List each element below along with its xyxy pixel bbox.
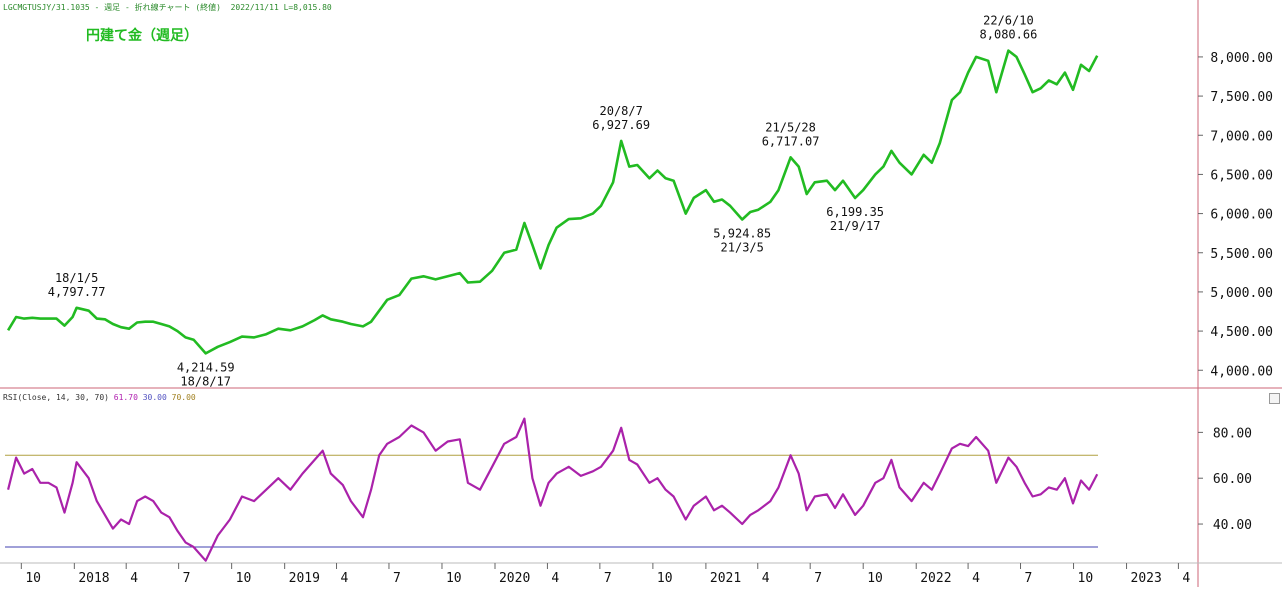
x-tick-label: 10 bbox=[236, 571, 252, 586]
rsi-params: RSI(Close, 14, 30, 70) bbox=[3, 393, 109, 402]
x-tick-label: 10 bbox=[1078, 571, 1094, 586]
rsi-upper-value: 70.00 bbox=[171, 393, 196, 402]
price-annotation-label: 4,797.77 bbox=[48, 285, 106, 299]
x-tick-label: 10 bbox=[867, 571, 883, 586]
price-y-tick-label: 7,500.00 bbox=[1210, 90, 1273, 105]
x-tick-label: 2018 bbox=[78, 571, 109, 586]
x-tick-label: 7 bbox=[604, 571, 612, 586]
rsi-lower-value: 30.00 bbox=[142, 393, 167, 402]
price-annotation-label: 6,199.35 bbox=[826, 205, 884, 219]
rsi-y-tick-label: 60.00 bbox=[1213, 472, 1252, 487]
price-y-tick-label: 4,500.00 bbox=[1210, 325, 1273, 340]
x-tick-label: 10 bbox=[446, 571, 462, 586]
x-tick-label: 2020 bbox=[499, 571, 530, 586]
rsi-y-tick-label: 80.00 bbox=[1213, 426, 1252, 441]
x-axis: 10 2018 4 7 10 2019 4 7 10 2020 4 7 10 2021 4 7 10 2022 4 7… bbox=[20, 563, 1190, 586]
price-y-tick-label: 4,000.00 bbox=[1210, 364, 1273, 379]
price-y-tick-label: 5,500.00 bbox=[1210, 247, 1273, 262]
x-tick-label: 4 bbox=[762, 571, 770, 586]
x-tick-label: 2022 bbox=[920, 571, 951, 586]
x-tick-label: 2021 bbox=[710, 571, 741, 586]
x-tick-label: 7 bbox=[814, 571, 822, 586]
price-annotation-label: 20/8/7 bbox=[600, 104, 643, 118]
price-annotation-label: 5,924.85 bbox=[713, 226, 771, 240]
price-y-tick-label: 6,000.00 bbox=[1210, 208, 1273, 223]
x-tick-label: 4 bbox=[551, 571, 559, 586]
price-y-tick-label: 5,000.00 bbox=[1210, 286, 1273, 301]
x-tick-label: 7 bbox=[1025, 571, 1033, 586]
panel-resize-handle[interactable] bbox=[1269, 393, 1280, 404]
price-y-tick-label: 8,000.00 bbox=[1210, 51, 1273, 66]
price-annotation-label: 6,927.69 bbox=[592, 118, 650, 132]
x-tick-label: 4 bbox=[972, 571, 980, 586]
price-annotation-label: 21/9/17 bbox=[830, 219, 881, 233]
rsi-series-line bbox=[7, 417, 1099, 562]
x-tick-label: 7 bbox=[393, 571, 401, 586]
price-y-tick-label: 6,500.00 bbox=[1210, 168, 1273, 183]
price-annotation-label: 4,214.59 bbox=[177, 360, 235, 374]
price-series-line bbox=[6, 49, 1099, 355]
chart-title: 円建て金（週足） bbox=[86, 28, 198, 44]
rsi-panel: 40.00 60.00 80.00 bbox=[5, 417, 1252, 562]
price-annotation-label: 18/1/5 bbox=[55, 271, 98, 285]
x-tick-label: 4 bbox=[341, 571, 349, 586]
x-tick-label: 10 bbox=[657, 571, 673, 586]
price-annotation-label: 22/6/10 bbox=[983, 14, 1034, 28]
price-panel: 4,000.00 4,500.00 5,000.00 5,500.00 6,000.00… bbox=[6, 14, 1273, 388]
price-annotation-label: 8,080.66 bbox=[980, 28, 1038, 42]
rsi-y-tick-label: 40.00 bbox=[1213, 518, 1252, 533]
price-annotation-label: 18/8/17 bbox=[180, 374, 231, 388]
price-annotation-label: 6,717.07 bbox=[762, 134, 820, 148]
price-y-tick-label: 7,000.00 bbox=[1210, 129, 1273, 144]
x-tick-label: 4 bbox=[1182, 571, 1190, 586]
price-annotation-label: 21/3/5 bbox=[721, 240, 764, 254]
x-tick-label: 2019 bbox=[289, 571, 320, 586]
rsi-header: RSI(Close, 14, 30, 70) 61.70 30.00 70.00 bbox=[3, 393, 196, 402]
price-annotation-label: 21/5/28 bbox=[765, 120, 816, 134]
x-tick-label: 10 bbox=[25, 571, 41, 586]
symbol-header: LGCMGTUSJY/31.1035 - 週足 - 折れ線チャート (終値) 2… bbox=[3, 3, 332, 12]
x-tick-label: 2023 bbox=[1131, 571, 1162, 586]
x-tick-label: 7 bbox=[183, 571, 191, 586]
x-tick-label: 4 bbox=[130, 571, 138, 586]
rsi-current-value: 61.70 bbox=[113, 393, 138, 402]
